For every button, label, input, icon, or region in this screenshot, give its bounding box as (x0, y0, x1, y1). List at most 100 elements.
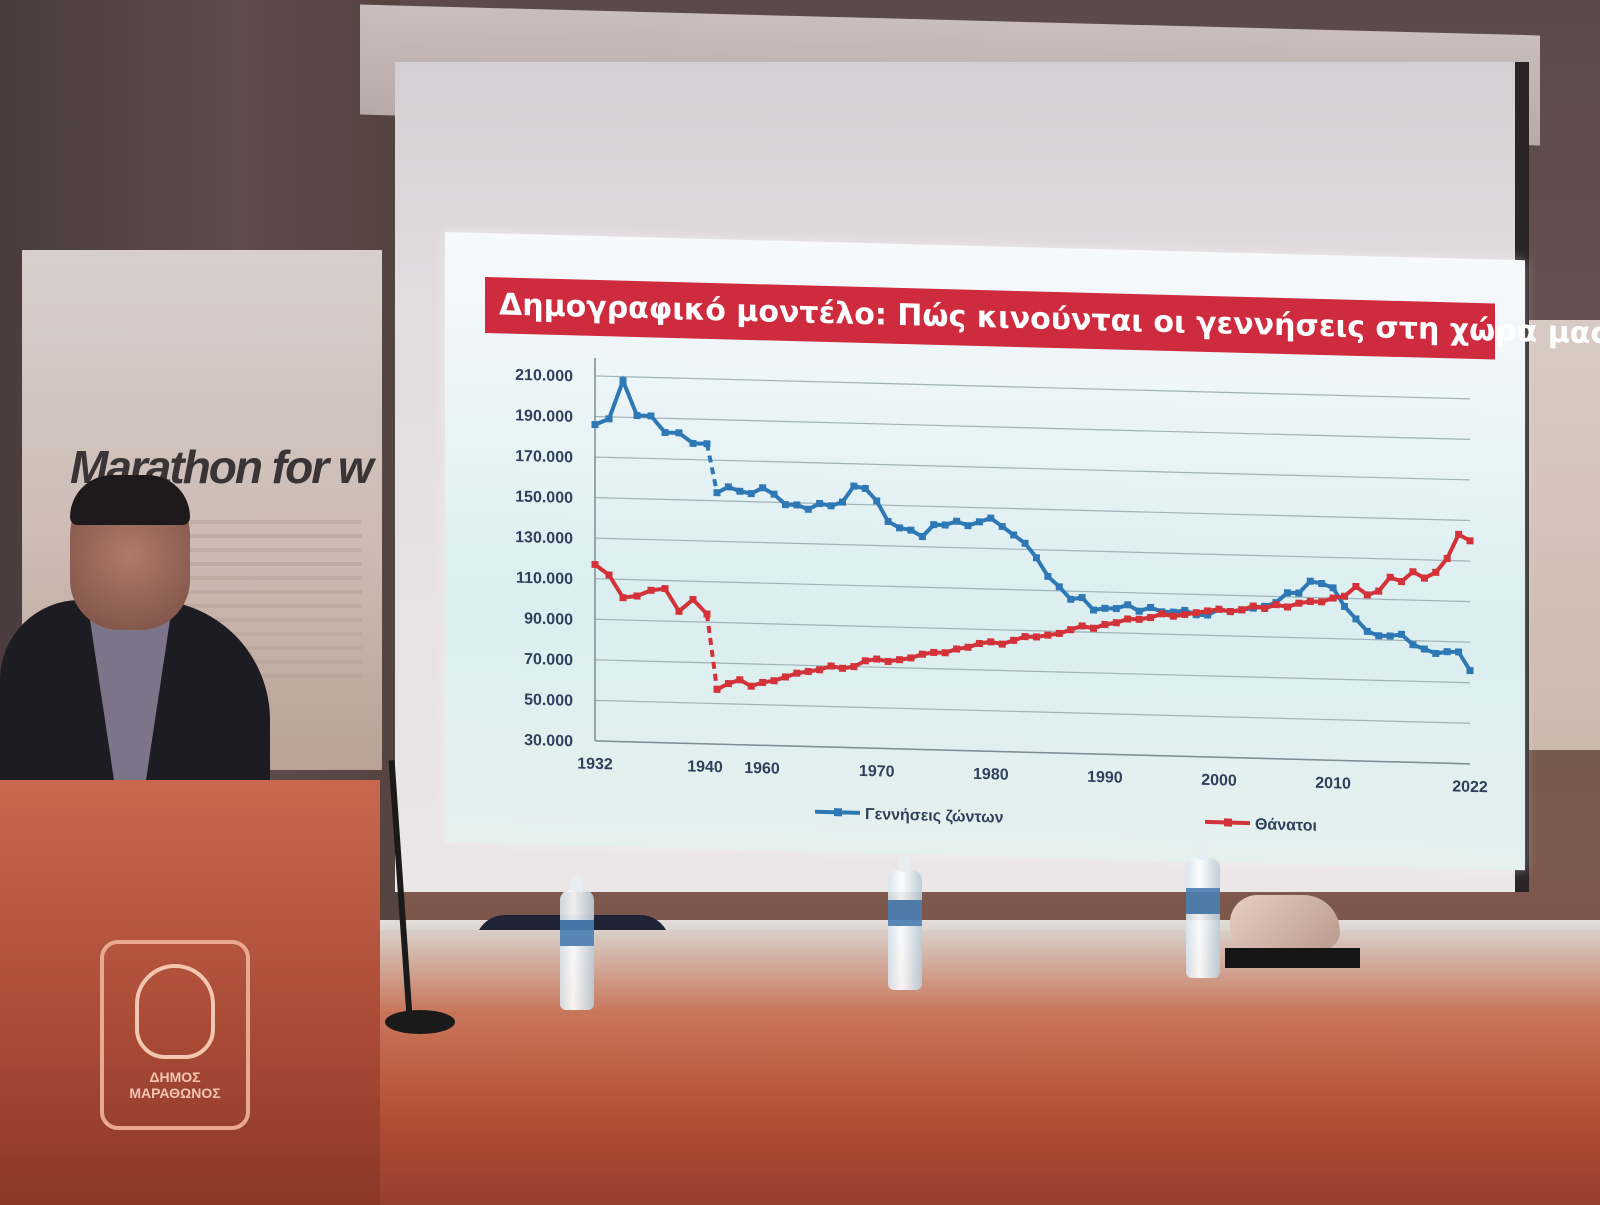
data-point-deaths (1306, 597, 1314, 606)
x-tick-label: 1940 (687, 758, 723, 776)
gridline (595, 618, 1470, 643)
data-point-deaths (964, 643, 972, 651)
data-point-deaths (1078, 622, 1086, 630)
data-point-births (770, 490, 778, 498)
data-point-births (918, 532, 926, 541)
data-point-births (1044, 572, 1052, 580)
data-point-deaths (1226, 607, 1234, 616)
data-point-births (713, 489, 721, 497)
data-point-deaths (770, 677, 778, 685)
data-point-deaths (793, 669, 801, 677)
data-point-births (850, 482, 858, 490)
speaker-hair (70, 475, 190, 525)
data-point-deaths (1352, 582, 1360, 591)
legend-marker (1224, 818, 1232, 827)
data-point-deaths (1021, 633, 1029, 641)
data-point-births (1090, 606, 1097, 614)
data-point-deaths (1329, 594, 1337, 602)
data-point-deaths (1455, 530, 1463, 538)
births-deaths-chart: 210.000 190.000 170.000 150.000 130.000 110.0… (515, 357, 1488, 835)
data-point-deaths (873, 655, 881, 663)
data-point-deaths (1101, 620, 1109, 629)
data-point-deaths (1181, 610, 1189, 619)
x-tick-label: 2010 (1315, 775, 1351, 793)
data-point-births (1067, 595, 1075, 603)
data-point-births (1306, 577, 1314, 585)
data-point-births (647, 412, 655, 420)
data-point-births (1101, 604, 1109, 612)
data-point-births (987, 514, 995, 522)
data-point-births (907, 526, 915, 534)
data-point-deaths (1169, 612, 1177, 620)
data-point-deaths (1032, 633, 1040, 641)
microphone-base (385, 1010, 455, 1034)
gridline (595, 699, 1470, 724)
data-point-births (1032, 554, 1040, 562)
logo-emblem-icon (135, 964, 215, 1059)
gridline (595, 415, 1470, 440)
data-point-deaths (1147, 613, 1155, 622)
data-point-births (605, 415, 613, 423)
data-point-births (1466, 666, 1474, 675)
y-tick-label: 190.000 (515, 407, 573, 426)
data-point-deaths (1192, 609, 1200, 617)
data-point-births (861, 484, 869, 493)
data-point-deaths (1261, 604, 1269, 612)
data-point-deaths (987, 638, 995, 646)
data-point-births (964, 522, 972, 530)
data-point-births (1124, 601, 1132, 609)
data-point-births (1352, 615, 1360, 623)
data-point-deaths (1443, 554, 1451, 563)
series-gap-dashed-deaths (705, 613, 719, 690)
data-point-deaths (591, 560, 599, 569)
data-point-births (724, 483, 732, 491)
data-point-deaths (861, 657, 869, 665)
data-point-births (975, 518, 983, 526)
data-point-births (1010, 531, 1018, 539)
data-point-deaths (647, 586, 655, 594)
y-tick-label: 50.000 (524, 692, 573, 710)
data-point-deaths (1158, 610, 1166, 618)
data-point-births (736, 487, 744, 495)
data-point-births (1135, 607, 1143, 615)
data-point-deaths (850, 663, 858, 671)
y-tick-label: 110.000 (516, 570, 573, 588)
water-bottle (888, 856, 922, 990)
data-point-births (1021, 539, 1029, 547)
data-point-deaths (1204, 607, 1212, 615)
data-point-births (1363, 627, 1371, 635)
data-point-births (1386, 632, 1394, 640)
data-point-deaths (1135, 615, 1143, 623)
data-point-deaths (941, 649, 949, 657)
series-gap-dashed-births (705, 443, 719, 494)
y-tick-label: 150.000 (515, 489, 573, 508)
data-point-births (781, 501, 789, 509)
data-point-births (1329, 584, 1337, 592)
x-tick-label: 1990 (1087, 769, 1123, 787)
data-point-deaths (1398, 577, 1406, 586)
x-axis-line (595, 740, 1470, 765)
data-point-births (884, 517, 892, 526)
data-point-births (1283, 589, 1291, 597)
data-point-deaths (804, 667, 812, 676)
data-point-deaths (605, 571, 613, 579)
data-point-deaths (1249, 602, 1257, 610)
gridline (595, 496, 1470, 522)
data-point-births (941, 521, 949, 529)
x-tick-label: 1980 (973, 766, 1009, 784)
data-point-deaths (759, 678, 767, 687)
data-point-births (804, 505, 812, 513)
data-point-births (703, 440, 711, 448)
y-tick-label: 130.000 (515, 529, 573, 548)
data-point-deaths (998, 640, 1006, 648)
data-point-births (1409, 641, 1417, 649)
data-point-births (1295, 589, 1303, 597)
data-point-deaths (918, 650, 926, 658)
data-point-deaths (689, 595, 697, 604)
gridline (595, 659, 1470, 684)
data-point-births (953, 517, 961, 525)
data-point-births (816, 499, 824, 508)
data-point-births (896, 524, 904, 532)
data-point-deaths (1215, 605, 1223, 613)
data-point-births (873, 497, 881, 505)
